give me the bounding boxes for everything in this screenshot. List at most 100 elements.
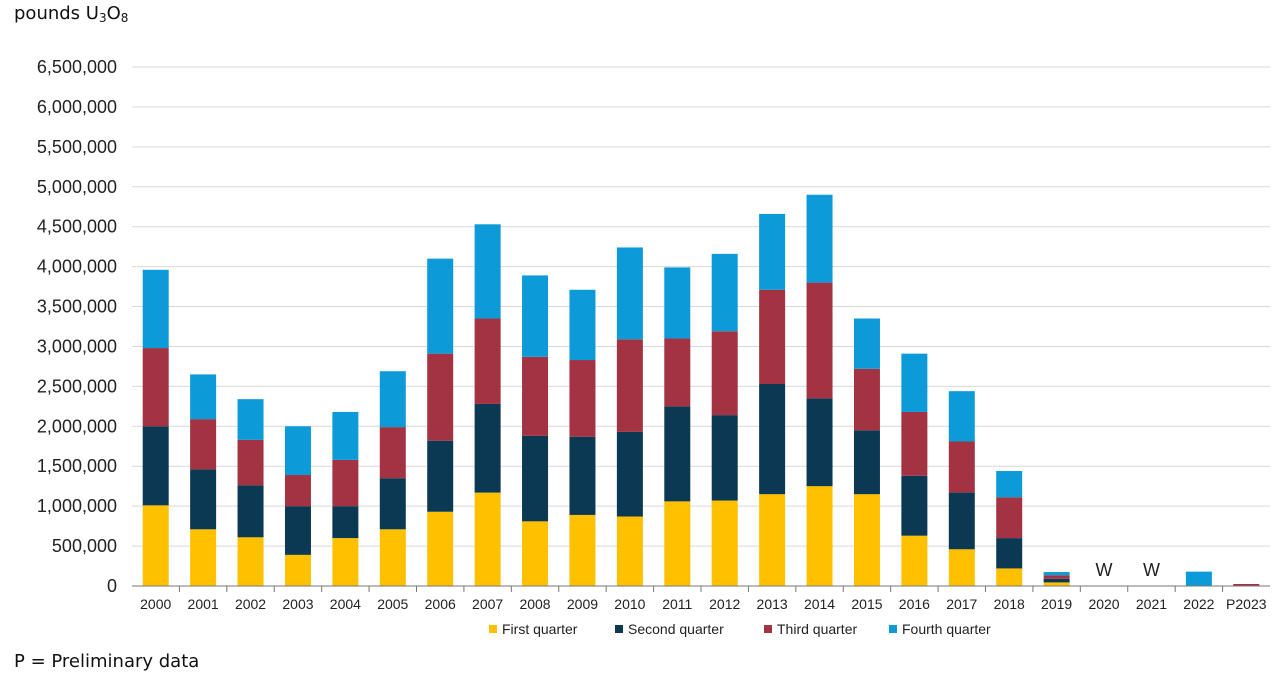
bar-segment xyxy=(522,275,549,357)
bar-segment xyxy=(1043,578,1070,583)
bar-segment xyxy=(190,469,217,530)
bar-segment xyxy=(853,368,880,431)
bar-segment xyxy=(1185,571,1212,586)
x-tick-label: 2021 xyxy=(1136,596,1167,612)
x-tick-label: 2004 xyxy=(330,596,361,612)
bar-segment xyxy=(806,486,833,586)
bar-segment xyxy=(142,348,169,427)
bar-segment xyxy=(901,535,928,586)
y-tick-label: 500,000 xyxy=(52,536,117,556)
bar-segment xyxy=(379,478,406,530)
x-tick-label: 2003 xyxy=(282,596,313,612)
legend-label: Fourth quarter xyxy=(902,621,991,637)
x-tick-label: 2002 xyxy=(235,596,266,612)
x-tick-label: 2009 xyxy=(567,596,598,612)
bar-segment xyxy=(569,436,596,515)
bar-segment xyxy=(901,411,928,476)
bar-segment xyxy=(427,440,454,512)
x-tick-label: 2022 xyxy=(1183,596,1214,612)
y-tick-label: 6,500,000 xyxy=(37,57,117,77)
bar-segment xyxy=(616,516,643,586)
bar-segment xyxy=(901,353,928,412)
bar-segment xyxy=(664,501,691,586)
bar-segment xyxy=(284,554,311,586)
x-tick-label: 2006 xyxy=(425,596,456,612)
x-tick-label: 2011 xyxy=(662,596,692,612)
unit-subscript-3: 3 xyxy=(98,11,107,25)
mask xyxy=(8,628,158,642)
bar-segment xyxy=(142,426,169,506)
bar-segment xyxy=(569,289,596,361)
footnote: P = Preliminary data xyxy=(14,651,200,672)
bar-segment xyxy=(427,353,454,441)
bar-segment xyxy=(1043,575,1070,579)
bar-segment xyxy=(379,427,406,479)
bar-segment xyxy=(522,356,549,436)
bar-segment xyxy=(853,430,880,495)
bar-segment xyxy=(1043,572,1070,576)
x-tick-label: 2020 xyxy=(1088,596,1119,612)
bar-segment xyxy=(759,383,786,495)
bar-segment xyxy=(806,194,833,283)
bar-segment xyxy=(237,537,264,586)
x-tick-label: 2018 xyxy=(994,596,1025,612)
bar-segment xyxy=(427,258,454,354)
bar-segment xyxy=(664,406,691,502)
bar-segment xyxy=(284,475,311,507)
y-tick-label: 4,500,000 xyxy=(37,217,117,237)
bar-segment xyxy=(569,360,596,437)
unit-subscript-8: 8 xyxy=(120,11,129,25)
x-tick-label: 2001 xyxy=(188,596,219,612)
y-tick-label: 0 xyxy=(107,576,117,596)
y-tick-label: 5,500,000 xyxy=(37,137,117,157)
legend-swatch xyxy=(489,625,497,633)
bar-segment xyxy=(616,247,643,340)
bar-segment xyxy=(759,289,786,384)
legend-swatch xyxy=(615,625,623,633)
y-tick-label: 5,000,000 xyxy=(37,177,117,197)
bar-segment xyxy=(142,269,169,349)
bar-segment xyxy=(427,511,454,586)
bar-segment xyxy=(711,253,738,332)
bar-segment xyxy=(379,371,406,428)
bar-segment xyxy=(522,435,549,522)
y-tick-label: 4,000,000 xyxy=(37,257,117,277)
y-tick-label: 1,000,000 xyxy=(37,496,117,516)
legend-label: First quarter xyxy=(502,621,578,637)
bar-segment xyxy=(332,459,359,507)
bar-segment xyxy=(711,500,738,586)
legend-swatch xyxy=(889,625,897,633)
bar-segment xyxy=(569,514,596,586)
bar-segment xyxy=(664,338,691,407)
bar-segment xyxy=(806,398,833,487)
unit-mid: O xyxy=(106,3,121,24)
bar-segment xyxy=(190,419,217,470)
y-axis-unit-label: pounds U3O8 xyxy=(14,3,128,25)
bar-segment xyxy=(474,224,501,319)
y-tick-label: 2,500,000 xyxy=(37,376,117,396)
withheld-annotation: W xyxy=(1143,560,1160,580)
x-tick-label: 2017 xyxy=(946,596,977,612)
x-tick-label: 2016 xyxy=(899,596,930,612)
bar-segment xyxy=(616,431,643,517)
bar-segment xyxy=(759,213,786,290)
legend: First quarter Second quarter Third quarter… xyxy=(489,621,991,637)
bar-segment xyxy=(142,505,169,586)
y-tick-label: 3,000,000 xyxy=(37,336,117,356)
bar-segment xyxy=(474,403,501,493)
bar-segment xyxy=(806,282,833,399)
x-tick-label: 2013 xyxy=(757,596,788,612)
axes: 0 500,000 1,000,000 1,500,000 2,000,000 2,500… xyxy=(37,57,1270,612)
bar-segment xyxy=(237,439,264,486)
bar-segment xyxy=(237,399,264,440)
y-tick-label: 6,000,000 xyxy=(37,97,117,117)
bar-segment xyxy=(379,529,406,586)
gridlines xyxy=(132,66,1270,547)
bar-segment xyxy=(996,538,1023,569)
y-tick-label: 1,500,000 xyxy=(37,456,117,476)
bar-segment xyxy=(948,391,975,442)
bar-segment xyxy=(948,441,975,493)
x-tick-label: 2015 xyxy=(851,596,882,612)
